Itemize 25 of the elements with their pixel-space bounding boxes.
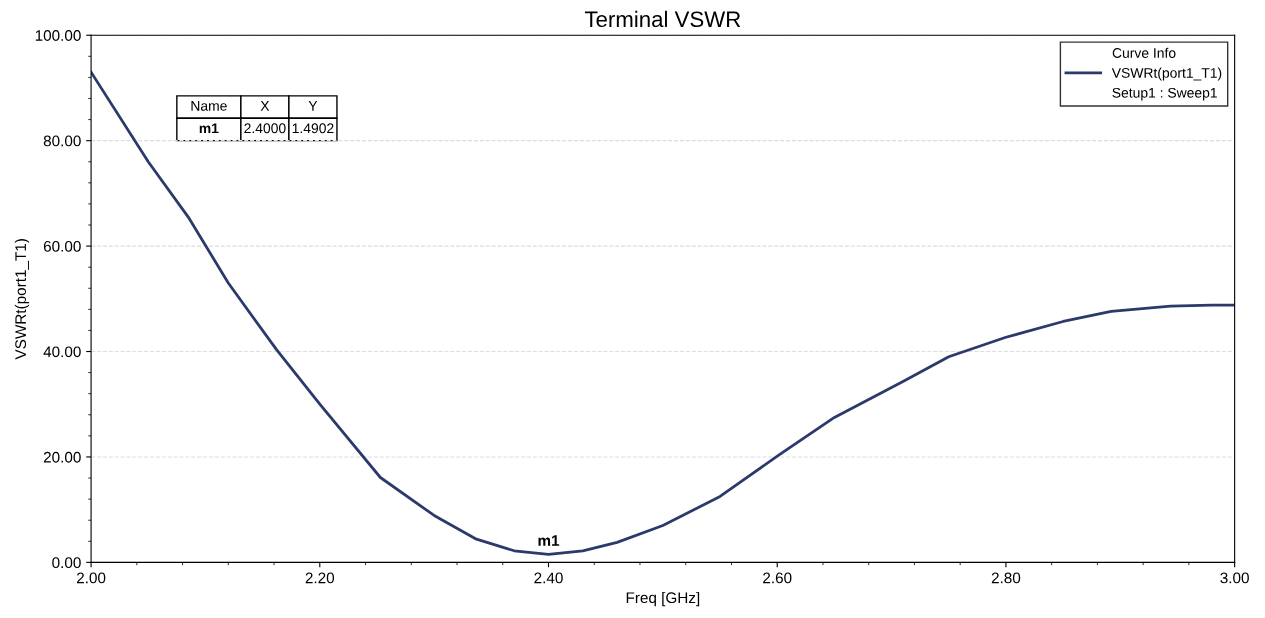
y-tick-label: 0.00 <box>52 557 81 569</box>
legend-title: Curve Info <box>1112 47 1176 58</box>
annotation: Setup1 : Sweep1 <box>1112 87 1217 101</box>
x-tick-label: 2.80 <box>991 572 1021 584</box>
x-tick-label: 3.00 <box>1220 572 1249 584</box>
legend-label: VSWRt(port1_T1) <box>1111 67 1222 81</box>
x-tick-label: 2.40 <box>534 572 563 584</box>
annotation: Y <box>308 101 318 111</box>
annotation: 2.4000 <box>244 123 286 134</box>
y-axis-title: VSWRt(port1_T1) <box>14 239 30 360</box>
x-tick-label: 2.00 <box>76 572 106 584</box>
x-axis-title: Freq [GHz] <box>626 591 700 607</box>
y-tick-label: 40.00 <box>43 346 81 358</box>
annotation: 1.4902 <box>292 123 334 134</box>
y-tick-label: 20.00 <box>43 451 81 463</box>
y-tick-label: 80.00 <box>43 135 81 147</box>
y-tick-label: 60.00 <box>43 240 81 252</box>
x-tick-label: 2.60 <box>763 572 792 584</box>
annotation: m1 <box>199 123 219 134</box>
y-tick-label: 100.00 <box>35 30 81 41</box>
annotation: X <box>260 101 270 111</box>
annotation: Name <box>191 101 227 111</box>
chart-title: Terminal VSWR <box>584 10 741 28</box>
x-tick-label: 2.20 <box>305 572 335 584</box>
annotation: m1 <box>538 535 560 546</box>
